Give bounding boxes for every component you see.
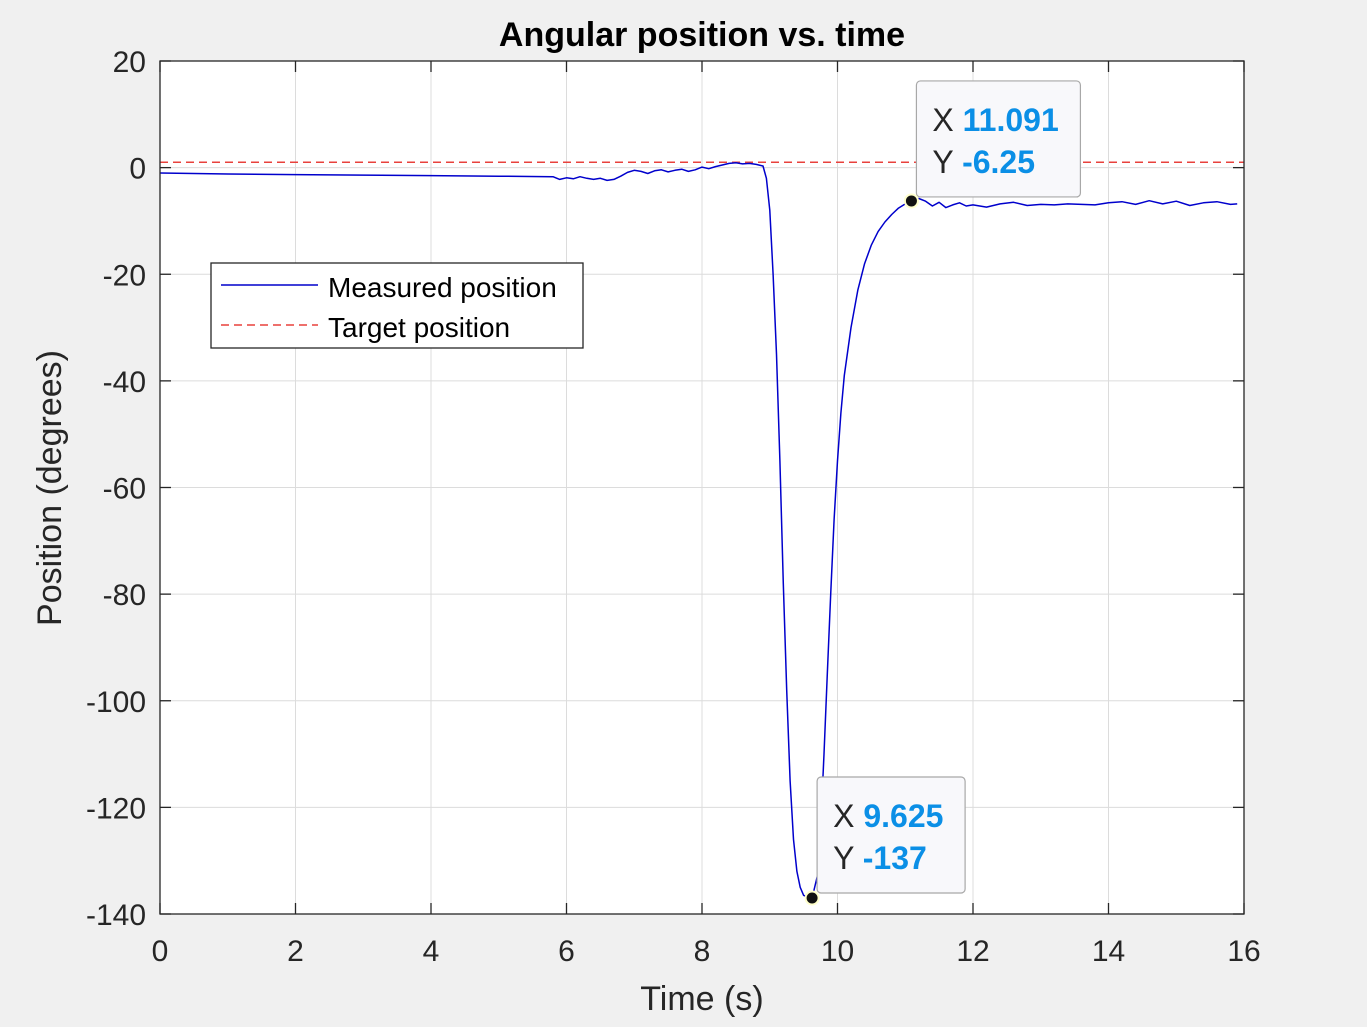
x-tick-label: 2: [287, 935, 304, 968]
y-tick-label: 0: [129, 153, 146, 186]
y-tick-label: -60: [103, 473, 146, 506]
datatip-x-row: X 9.625: [833, 798, 943, 834]
y-tick-label: 20: [113, 46, 146, 79]
datatip[interactable]: X 9.625 Y -137: [804, 776, 966, 906]
y-tick-label: -20: [103, 259, 146, 292]
x-tick-label: 4: [423, 935, 440, 968]
datatip-y-row: Y -6.25: [932, 144, 1035, 180]
datatip-y-row: Y -137: [833, 840, 927, 876]
chart-title: Angular position vs. time: [499, 16, 905, 54]
datatip-x-row: X 11.091: [932, 102, 1058, 138]
datatips: X 11.091 Y -6.25 X 9.625 Y -137: [804, 80, 1082, 906]
x-tick-label: 10: [821, 935, 854, 968]
x-axis-label: Time (s): [640, 980, 763, 1018]
x-tick-label: 14: [1092, 935, 1125, 968]
y-tick-label: -40: [103, 366, 146, 399]
x-tick-label: 16: [1227, 935, 1260, 968]
legend[interactable]: Measured position Target position: [210, 262, 584, 349]
datatip-marker[interactable]: [903, 193, 919, 209]
y-tick-label: -100: [86, 686, 146, 719]
y-tick-label: -80: [103, 579, 146, 612]
datatip-box: [816, 776, 966, 894]
x-tick-label: 8: [694, 935, 711, 968]
y-tick-label: -140: [86, 899, 146, 932]
x-tick-label: 0: [152, 935, 169, 968]
y-tick-label: -120: [86, 792, 146, 825]
y-axis-label: Position (degrees): [31, 350, 69, 626]
legend-label-measured: Measured position: [328, 272, 557, 303]
x-tick-label: 6: [558, 935, 575, 968]
datatip[interactable]: X 11.091 Y -6.25: [903, 80, 1082, 209]
ticks: 0 2 4 6 8 10 12 14 16 20 0 -20 -40 -60 -80 -100 -120 -140: [86, 46, 1261, 968]
legend-box: [210, 262, 584, 349]
datatip-marker[interactable]: [804, 890, 820, 906]
legend-label-target: Target position: [328, 312, 510, 343]
x-tick-label: 12: [956, 935, 989, 968]
datatip-box: [915, 80, 1082, 198]
